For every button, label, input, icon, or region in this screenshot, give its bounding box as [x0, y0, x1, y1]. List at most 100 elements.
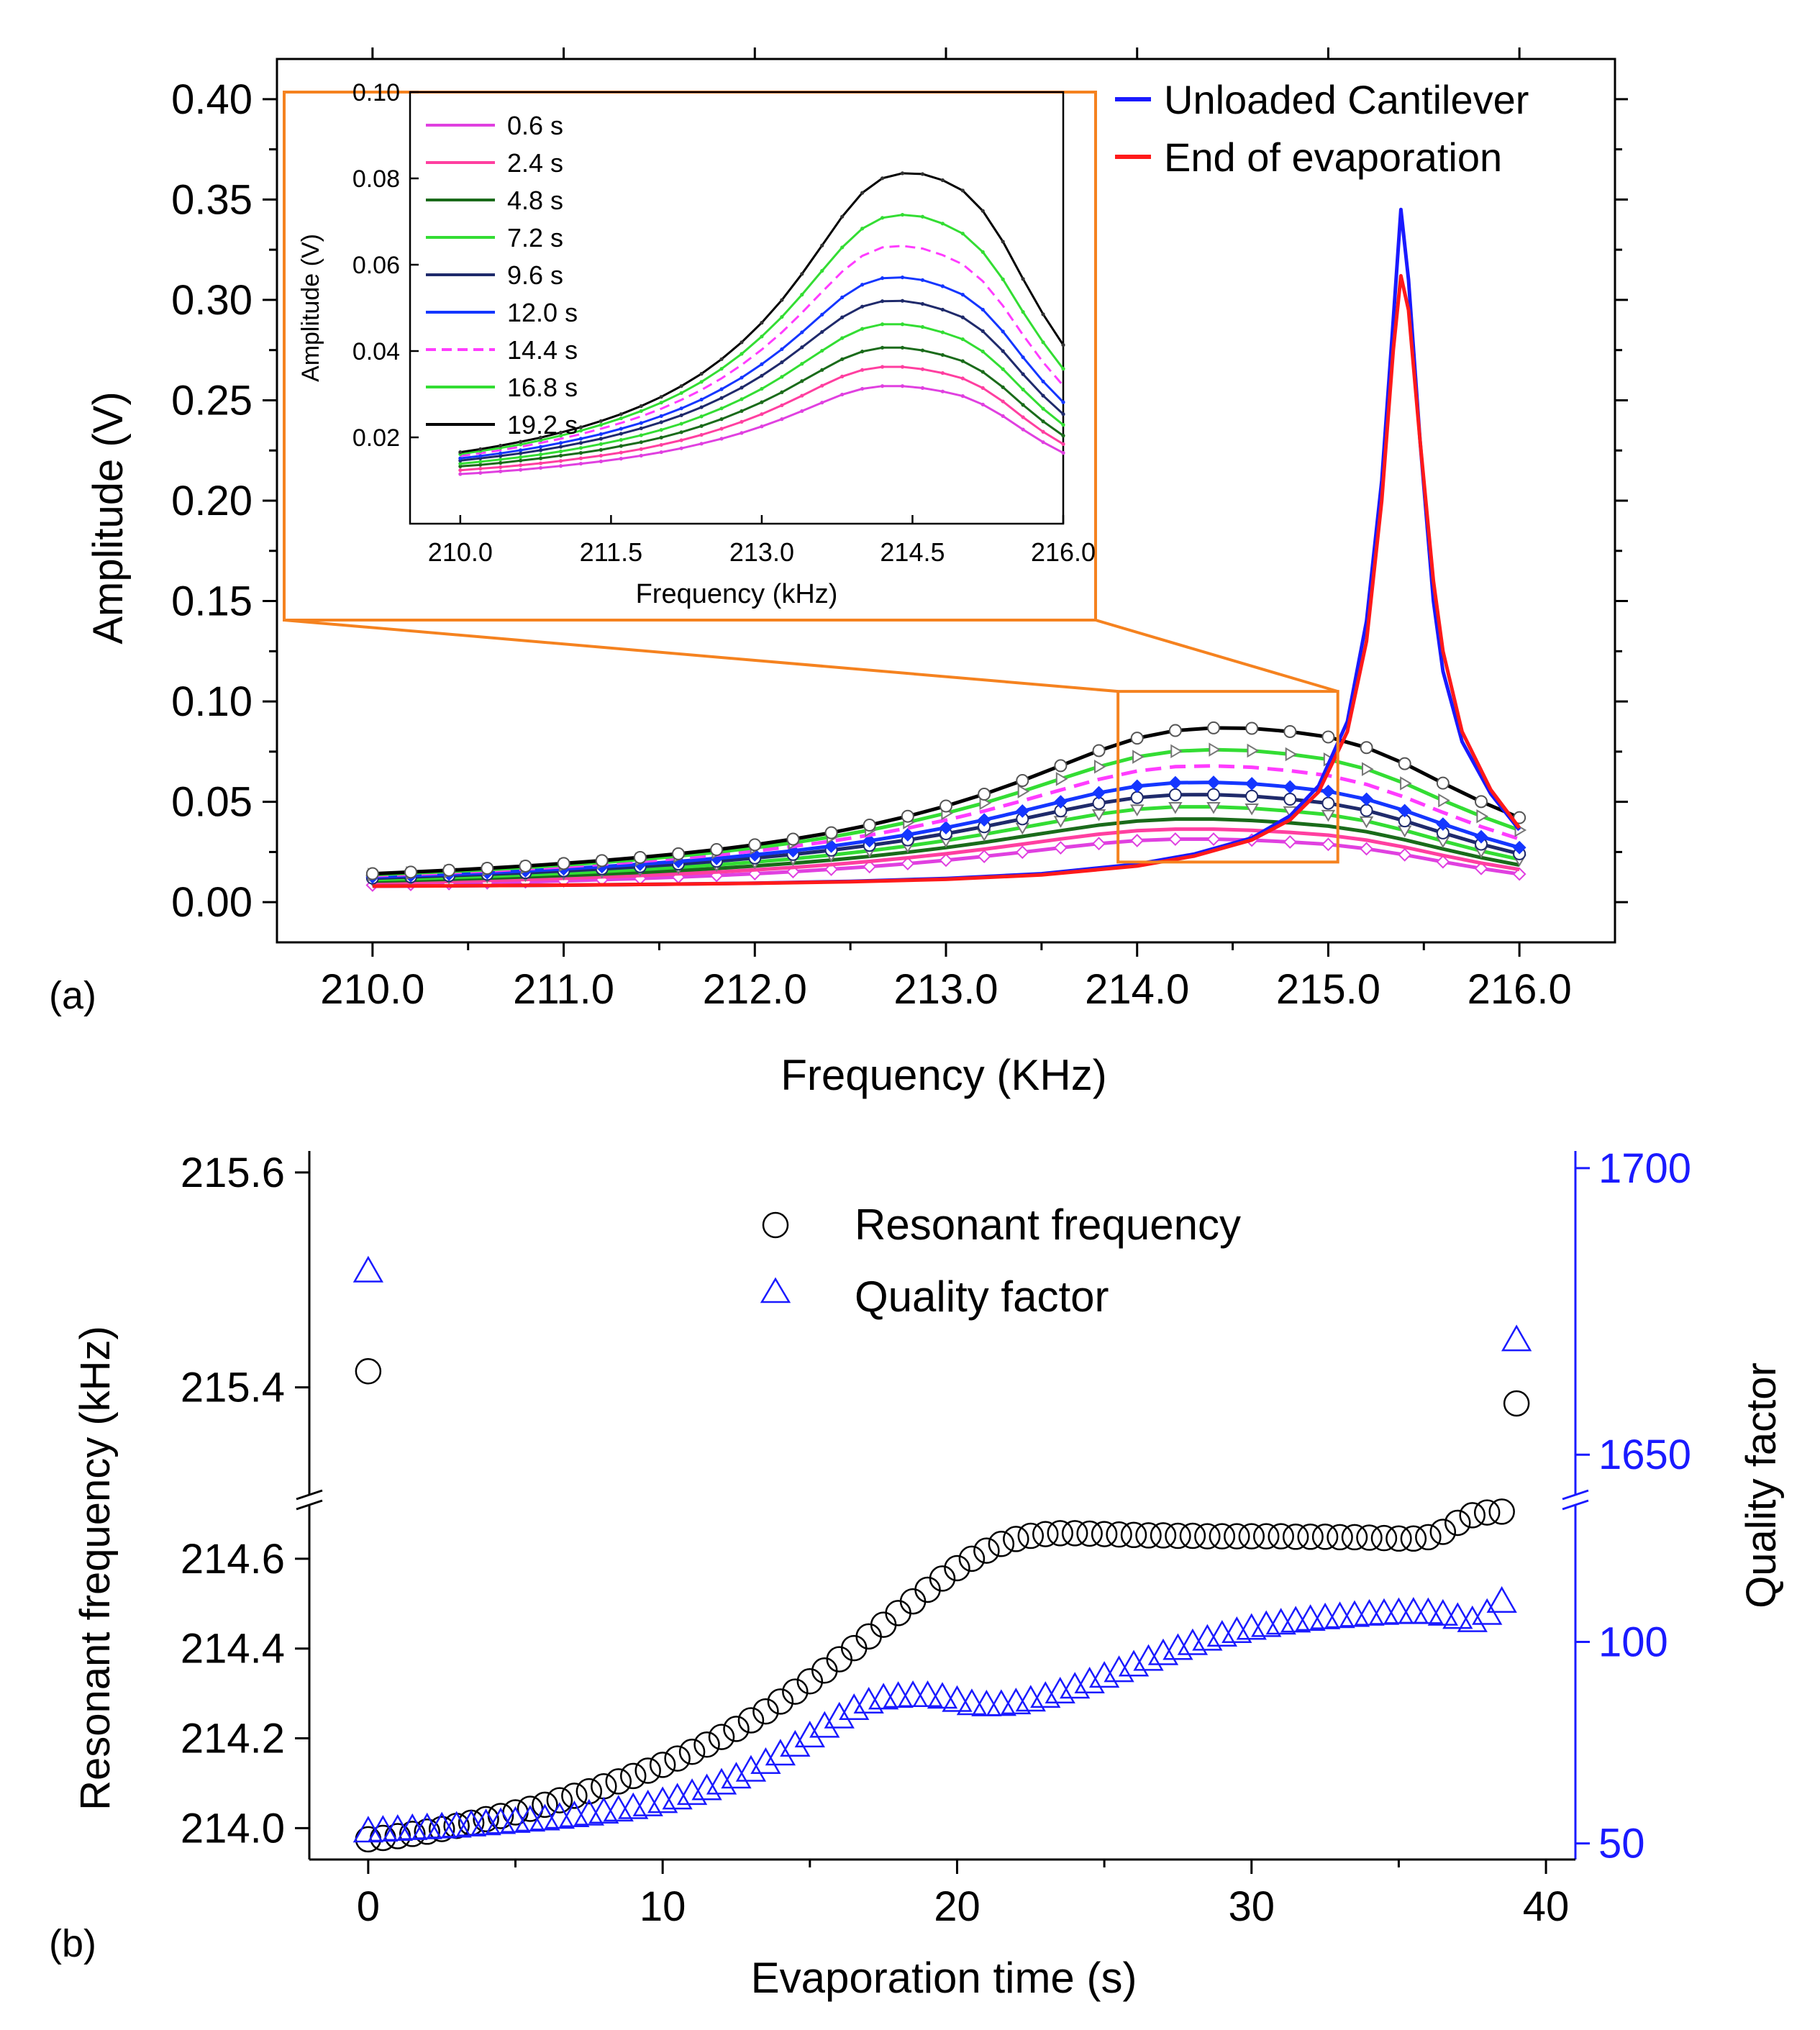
quality-factor-point	[1162, 1633, 1193, 1660]
inset-data-point	[1001, 329, 1005, 334]
data-point	[901, 857, 915, 871]
inset-data-point	[458, 450, 463, 455]
inset-data-point	[1041, 379, 1045, 383]
inset-data-point	[699, 405, 704, 409]
x-tick-label: 214.0	[1085, 966, 1189, 1013]
quality-factor-point	[706, 1767, 737, 1795]
quality-factor-point	[794, 1721, 825, 1748]
inset-data-point	[578, 446, 583, 450]
inset-data-point	[499, 458, 503, 462]
data-point	[1283, 793, 1297, 806]
inset-data-point	[980, 329, 985, 333]
data-point	[901, 809, 914, 823]
inset-data-point	[940, 370, 945, 375]
inset-data-point	[880, 299, 885, 304]
data-point	[1321, 784, 1335, 798]
data-point	[1474, 829, 1488, 844]
quality-factor-point	[780, 1729, 811, 1757]
x-tick-label: 212.0	[703, 966, 807, 1013]
resonant-frequency-point	[973, 1537, 1000, 1564]
data-point	[1092, 786, 1106, 800]
inset-data-point	[840, 214, 845, 219]
x-tick-label: 213.0	[893, 966, 998, 1013]
inset-data-point	[1061, 451, 1065, 455]
inset-data-point	[499, 451, 503, 455]
inset-data-point	[578, 451, 583, 455]
data-point	[1207, 721, 1220, 734]
quality-factor-point	[1118, 1649, 1150, 1677]
data-point	[1130, 791, 1144, 804]
quality-factor-point	[1045, 1676, 1075, 1704]
resonant-frequency-point	[1194, 1523, 1221, 1549]
inset-series-1	[458, 365, 1065, 473]
panel-b-chart: 0 10 20 30 40 215.4 215.6 214.0 214.2 214.4 214.6 1…	[49, 1145, 1785, 2002]
resonant-frequency-point	[1032, 1521, 1059, 1547]
inset-data-point	[558, 445, 563, 449]
inset-data-point	[719, 417, 724, 422]
y-tick-label: 0.20	[171, 478, 252, 524]
resonant-frequency-point	[1311, 1524, 1339, 1550]
data-point	[1283, 724, 1297, 738]
inset-data-point	[780, 375, 784, 379]
inset-data-point	[920, 172, 925, 176]
inset-data-point	[800, 345, 804, 350]
inset-legend-label: 14.4 s	[507, 335, 578, 365]
resonant-frequency-point	[1473, 1499, 1501, 1526]
inset-data-point	[699, 414, 704, 419]
data-point	[1168, 788, 1182, 801]
inset-data-point	[619, 427, 623, 431]
panel-a-marks	[365, 207, 1527, 892]
resonant-frequency-point	[1503, 1390, 1530, 1417]
inset-data-point	[880, 276, 885, 281]
inset-data-point	[558, 464, 563, 468]
legend-circle-marker	[762, 1211, 789, 1239]
resonant-frequency-point	[575, 1778, 603, 1805]
inset-data-point	[980, 402, 985, 406]
inset-data-point	[980, 307, 985, 312]
quality-factor-point	[1442, 1602, 1473, 1629]
quality-factor-point	[1398, 1597, 1429, 1624]
panel-a-ticks: 210.0 211.0 212.0 213.0 214.0 215.0 216.0 0.00 0…	[171, 47, 1628, 1013]
inset-data-point	[780, 298, 784, 302]
inset-data-point	[900, 299, 905, 303]
inset-x-tick-label: 210.0	[428, 537, 493, 567]
y-tick-label: 0.00	[171, 879, 252, 926]
resonant-frequency-point	[944, 1555, 970, 1582]
data-point	[1168, 832, 1183, 846]
data-point	[824, 862, 838, 876]
inset-data-point	[1021, 355, 1025, 360]
inset-data-point	[800, 393, 804, 398]
inset-data-point	[699, 432, 704, 437]
inset-data-point	[840, 295, 845, 299]
data-point	[1247, 743, 1260, 758]
inset-data-point	[558, 430, 563, 434]
inset-series-8	[458, 171, 1065, 455]
inset-data-point	[940, 389, 945, 393]
inset-data-point	[900, 275, 905, 280]
quality-factor-point	[1088, 1661, 1120, 1688]
data-point	[1168, 802, 1183, 814]
inset-data-point	[860, 283, 865, 287]
inset-data-point	[780, 417, 784, 422]
inset-data-point	[980, 250, 985, 254]
inset-data-point	[800, 293, 804, 297]
resonant-frequency-point	[752, 1698, 779, 1725]
quality-factor-point	[691, 1773, 722, 1801]
inset-data-point	[800, 330, 804, 334]
inset-data-point	[539, 465, 543, 470]
data-point	[1512, 867, 1526, 881]
inset-data-point	[820, 368, 824, 372]
inset-x-tick-label: 216.0	[1031, 537, 1096, 567]
y-tick-label-left: 214.2	[181, 1716, 285, 1762]
x-tick-label: 30	[1229, 1883, 1275, 1930]
y-tick-label: 0.30	[171, 277, 252, 324]
inset-data-point	[679, 446, 683, 450]
quality-factor-point	[1104, 1655, 1134, 1683]
inset-data-point	[639, 447, 643, 451]
data-point	[1361, 762, 1374, 776]
quality-factor-point	[824, 1701, 855, 1729]
data-point	[1092, 744, 1106, 757]
evap-series-8	[365, 721, 1526, 880]
inset-data-point	[599, 459, 604, 463]
inset-data-point	[900, 345, 905, 350]
